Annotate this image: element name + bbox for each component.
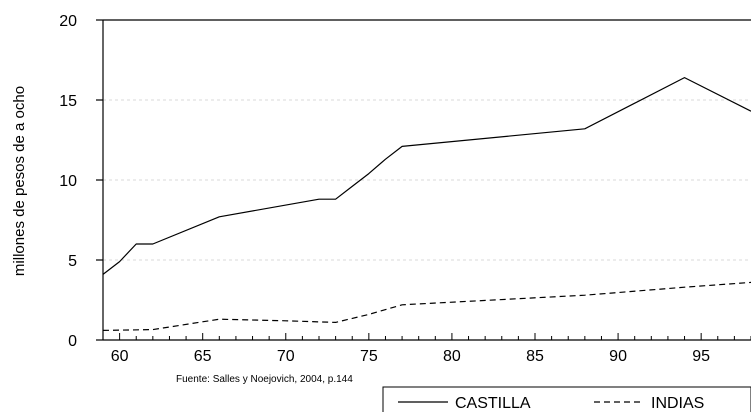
legend-label-castilla: CASTILLA: [455, 395, 531, 412]
x-tick-label: 90: [609, 348, 627, 365]
legend-box: [382, 386, 751, 412]
y-tick-label: 5: [68, 253, 77, 270]
x-tick-label: 80: [443, 348, 461, 365]
series-lines: [102, 76, 751, 331]
y-tick-label: 20: [59, 13, 77, 30]
series-line-castilla: [102, 76, 751, 275]
x-tick-label: 65: [194, 348, 212, 365]
x-tick-label: 85: [526, 348, 544, 365]
y-tick-label: 15: [59, 93, 77, 110]
y-axis-ticks: 0 5 10 15 20: [59, 13, 103, 350]
x-axis-ticks: 60 65 70 75 80 85 90 95: [102, 333, 751, 365]
source-note: Fuente: Salles y Noejovich, 2004, p.144: [176, 374, 353, 385]
y-tick-label: 0: [68, 333, 77, 350]
y-axis-title: millones de pesos de a ocho: [11, 86, 28, 276]
x-tick-label: 60: [111, 348, 129, 365]
x-tick-label: 75: [360, 348, 378, 365]
x-tick-label: 70: [277, 348, 295, 365]
grid-lines: [103, 99, 751, 261]
legend-label-indias: INDIAS: [651, 395, 704, 412]
legend: CASTILLA INDIAS: [382, 386, 751, 412]
y-tick-label: 10: [59, 173, 77, 190]
series-line-indias: [102, 281, 751, 331]
x-tick-label: 95: [692, 348, 710, 365]
